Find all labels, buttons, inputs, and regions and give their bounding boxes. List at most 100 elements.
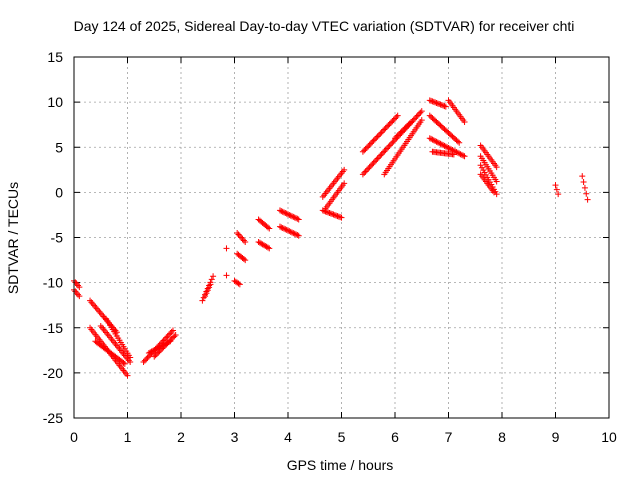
data-point — [152, 346, 159, 353]
data-point — [436, 101, 443, 108]
data-point — [432, 99, 439, 106]
data-point — [153, 345, 160, 352]
data-point — [165, 338, 172, 345]
data-point — [152, 352, 159, 359]
data-point — [450, 151, 457, 158]
data-point — [394, 112, 401, 119]
data-point — [441, 142, 448, 149]
data-point — [235, 231, 242, 238]
x-tick-label: 9 — [552, 429, 560, 445]
data-point — [456, 139, 463, 146]
data-point — [168, 336, 175, 343]
data-point — [96, 308, 103, 315]
data-point — [157, 346, 164, 353]
data-point — [235, 280, 242, 287]
data-point — [457, 151, 464, 158]
y-tick-label: -20 — [43, 365, 63, 381]
data-point — [394, 132, 401, 139]
data-point — [73, 280, 80, 287]
data-point — [285, 227, 291, 234]
data-point — [334, 213, 341, 220]
data-point — [266, 245, 273, 252]
data-point — [95, 307, 102, 314]
data-point — [141, 357, 148, 364]
x-tick-label: 10 — [601, 429, 617, 445]
data-point — [429, 136, 436, 143]
data-point — [387, 141, 394, 148]
data-point — [386, 142, 393, 149]
data-point — [389, 139, 396, 146]
data-point — [367, 162, 374, 169]
data-point — [458, 151, 465, 158]
data-point — [405, 121, 412, 128]
data-point — [148, 348, 155, 355]
data-point — [441, 103, 448, 110]
y-tick-label: 15 — [47, 49, 63, 65]
y-tick-label: -15 — [43, 320, 63, 336]
data-point — [264, 244, 271, 251]
data-point — [242, 257, 249, 264]
data-point — [555, 191, 562, 198]
data-point — [203, 290, 210, 297]
grid — [74, 57, 609, 418]
data-point — [325, 209, 332, 216]
data-point — [401, 125, 408, 132]
data-point — [204, 287, 211, 294]
data-point — [99, 311, 106, 318]
data-point — [289, 229, 296, 236]
data-point — [291, 214, 298, 221]
data-point — [97, 310, 104, 317]
y-tick-label: -10 — [43, 275, 63, 291]
data-point — [390, 138, 397, 145]
data-point — [165, 331, 172, 338]
data-point — [234, 229, 241, 236]
data-point — [242, 239, 249, 246]
data-point — [266, 225, 273, 232]
data-point — [428, 135, 435, 142]
data-point — [379, 127, 386, 134]
data-point — [385, 122, 392, 129]
data-point — [282, 210, 289, 217]
data-point — [382, 125, 389, 132]
data-point — [446, 145, 453, 152]
data-point — [363, 167, 370, 174]
data-point — [398, 128, 405, 135]
data-point — [436, 140, 443, 147]
data-point — [164, 340, 171, 347]
data-point — [322, 208, 329, 215]
data-point — [151, 347, 158, 354]
data-point — [552, 182, 559, 189]
chart-title: Day 124 of 2025, Sidereal Day-to-day VTE… — [74, 18, 575, 34]
data-point — [293, 231, 300, 238]
data-series — [71, 97, 591, 379]
y-axis-label: SDTVAR / TECUs — [5, 182, 21, 294]
data-point — [393, 114, 400, 121]
data-point — [327, 210, 334, 217]
data-point — [73, 290, 80, 297]
data-point — [362, 145, 369, 152]
data-point — [153, 350, 160, 357]
data-point — [338, 214, 345, 221]
data-point — [382, 146, 389, 153]
data-point — [127, 359, 134, 366]
data-point — [426, 135, 433, 142]
data-point — [76, 293, 83, 300]
data-point — [412, 115, 419, 122]
data-point — [167, 337, 174, 344]
data-point — [145, 350, 152, 357]
data-point — [408, 118, 415, 125]
data-point — [432, 138, 439, 145]
data-point — [238, 234, 245, 241]
data-point — [333, 212, 340, 219]
y-tick-label: 5 — [55, 139, 63, 155]
data-point — [124, 372, 131, 379]
data-point — [363, 144, 370, 151]
data-point — [367, 140, 374, 147]
data-point — [461, 118, 468, 125]
data-point — [440, 102, 447, 109]
data-point — [341, 180, 348, 187]
data-point — [91, 302, 98, 309]
data-point — [397, 129, 404, 136]
data-point — [375, 132, 382, 139]
data-point — [329, 211, 336, 218]
